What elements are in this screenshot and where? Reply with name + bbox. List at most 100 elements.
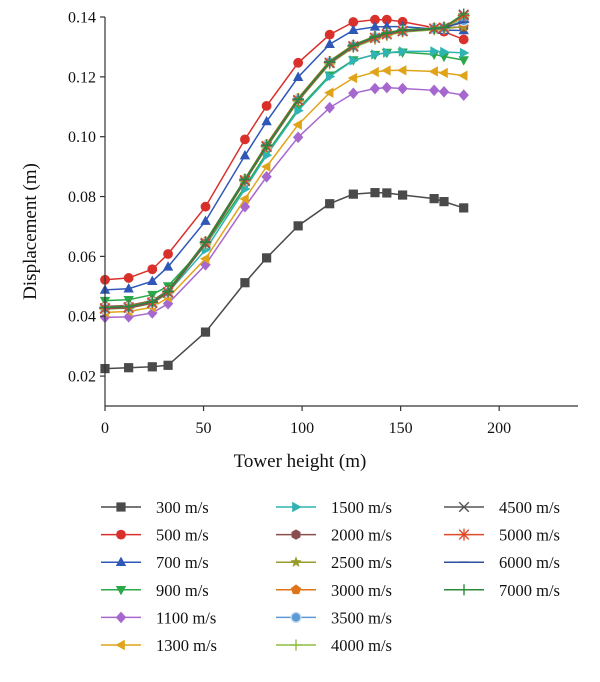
data-point [262, 150, 273, 161]
legend-label: 4500 m/s [499, 498, 560, 517]
series-line [104, 26, 464, 309]
y-tick-label: 0.04 [68, 309, 96, 326]
legend-label: 2500 m/s [331, 553, 392, 572]
series-line [104, 18, 464, 281]
legend-item: 5000 m/s [444, 526, 560, 545]
data-point [200, 327, 211, 337]
plot-area [99, 8, 470, 374]
series-line [104, 26, 464, 308]
data-point [123, 283, 134, 293]
legend-marker [290, 556, 302, 568]
data-point [458, 89, 469, 101]
series-6000-m-s [99, 21, 470, 309]
data-point [382, 188, 392, 198]
data-point [292, 131, 304, 144]
data-point [428, 66, 438, 77]
data-point [383, 47, 393, 58]
data-point [397, 190, 408, 200]
x-tick-label: 200 [487, 420, 511, 437]
x-axis-label: Tower height (m) [234, 451, 367, 472]
data-point [325, 199, 335, 209]
data-point [458, 70, 468, 81]
data-point [200, 236, 212, 248]
data-point [428, 22, 440, 34]
legend-item: 700 m/s [101, 553, 209, 572]
data-point [396, 65, 407, 76]
legend-item: 6000 m/s [444, 553, 560, 572]
legend-label: 5000 m/s [499, 526, 560, 545]
data-point [381, 20, 393, 31]
legend-marker [458, 528, 470, 541]
series-line [104, 13, 465, 308]
data-point [325, 71, 336, 82]
data-point [348, 17, 359, 27]
data-point [292, 71, 304, 81]
data-point [239, 149, 251, 160]
data-point [292, 119, 302, 130]
data-point [123, 300, 135, 312]
data-point [324, 29, 335, 40]
data-point [324, 56, 336, 68]
data-point [369, 30, 381, 42]
data-point [370, 14, 380, 25]
legend: 300 m/s 500 m/s 700 m/s 900 m/s 1100 m/s 1300… [101, 498, 560, 655]
data-point [459, 47, 470, 59]
series-line [104, 13, 465, 310]
series-line [104, 19, 464, 310]
series-line [104, 86, 464, 319]
data-point [439, 197, 449, 207]
legend-item: 4000 m/s [276, 636, 392, 655]
legend-item: 2000 m/s [276, 526, 392, 545]
y-tick-label: 0.02 [68, 369, 96, 386]
legend-marker [458, 584, 470, 596]
legend-marker [115, 639, 125, 651]
legend-label: 900 m/s [156, 581, 209, 600]
data-point [124, 363, 134, 373]
data-point [163, 249, 173, 259]
data-point [199, 253, 210, 264]
data-point [239, 193, 249, 205]
legend-item: 1300 m/s [101, 636, 217, 655]
legend-label: 1300 m/s [156, 636, 217, 655]
data-point [397, 24, 409, 36]
series-1300-m-s [99, 65, 468, 318]
data-point [239, 200, 251, 213]
data-point [458, 8, 470, 20]
legend-label: 1500 m/s [331, 498, 392, 517]
legend-marker [115, 611, 127, 624]
series-1100-m-s [99, 81, 469, 324]
data-point [292, 93, 304, 105]
data-point [438, 86, 450, 98]
data-point [147, 307, 158, 319]
legend-marker [292, 501, 302, 513]
data-point [200, 258, 211, 271]
data-point [324, 87, 334, 98]
data-point [293, 221, 303, 231]
legend-marker [116, 502, 126, 512]
y-tick-label: 0.14 [68, 10, 96, 27]
x-tick-label: 100 [290, 420, 314, 437]
data-point [459, 203, 469, 213]
data-point [369, 21, 381, 31]
data-point [162, 297, 174, 310]
series-line [104, 16, 465, 310]
legend-marker [115, 556, 127, 566]
data-point [347, 39, 359, 51]
series-line [104, 14, 465, 309]
legend-item: 2500 m/s [276, 553, 392, 572]
legend-marker [115, 586, 127, 596]
series-1500-m-s [101, 46, 470, 314]
data-point [458, 56, 469, 66]
y-tick-label: 0.12 [68, 69, 96, 86]
data-point [348, 189, 358, 199]
legend-item: 900 m/s [101, 581, 209, 600]
data-point [123, 273, 134, 283]
legend-marker [116, 529, 126, 540]
legend-label: 6000 m/s [499, 553, 560, 572]
legend-label: 7000 m/s [499, 581, 560, 600]
legend-label: 3500 m/s [331, 608, 392, 627]
data-point [369, 82, 381, 95]
legend-label: 500 m/s [156, 526, 209, 545]
